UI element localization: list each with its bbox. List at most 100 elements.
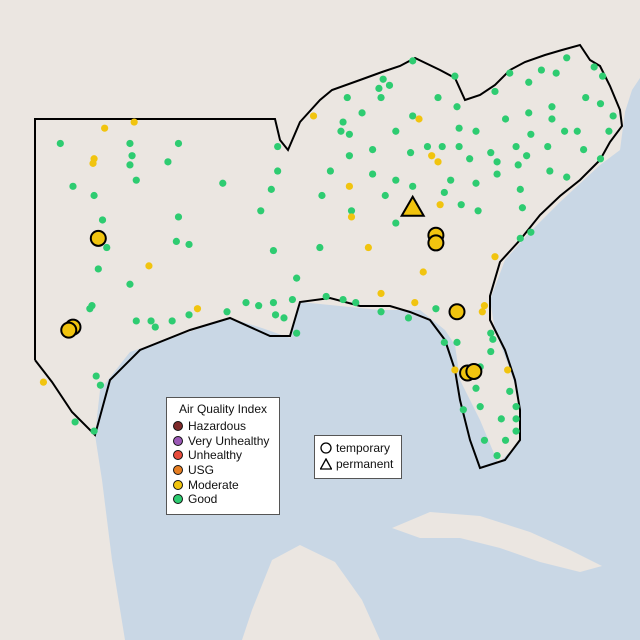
moderate-monitor-marker[interactable] bbox=[451, 366, 459, 374]
good-monitor-marker[interactable] bbox=[128, 152, 136, 160]
good-monitor-marker[interactable] bbox=[126, 280, 134, 288]
good-monitor-marker[interactable] bbox=[476, 403, 484, 411]
good-monitor-marker[interactable] bbox=[377, 93, 385, 102]
good-monitor-marker[interactable] bbox=[343, 93, 351, 102]
good-monitor-marker[interactable] bbox=[501, 115, 510, 123]
good-monitor-marker[interactable] bbox=[269, 246, 278, 255]
good-monitor-marker[interactable] bbox=[563, 173, 571, 181]
good-monitor-marker[interactable] bbox=[293, 274, 301, 282]
moderate-monitor-marker[interactable] bbox=[89, 159, 97, 167]
good-monitor-marker[interactable] bbox=[523, 152, 531, 160]
good-monitor-marker[interactable] bbox=[147, 317, 155, 325]
moderate-monitor-marker[interactable] bbox=[193, 305, 202, 313]
good-monitor-marker[interactable] bbox=[440, 338, 448, 346]
good-monitor-marker[interactable] bbox=[404, 314, 413, 322]
good-monitor-marker[interactable] bbox=[451, 72, 459, 80]
good-monitor-marker[interactable] bbox=[103, 243, 111, 252]
temporary-monitor-marker[interactable] bbox=[448, 303, 466, 321]
good-monitor-marker[interactable] bbox=[132, 176, 140, 184]
good-monitor-marker[interactable] bbox=[151, 323, 159, 331]
moderate-monitor-marker[interactable] bbox=[491, 253, 499, 261]
moderate-monitor-marker[interactable] bbox=[504, 366, 512, 374]
good-monitor-marker[interactable] bbox=[267, 185, 275, 193]
good-monitor-marker[interactable] bbox=[409, 182, 417, 190]
good-monitor-marker[interactable] bbox=[339, 118, 347, 126]
good-monitor-marker[interactable] bbox=[274, 167, 282, 175]
good-monitor-marker[interactable] bbox=[609, 112, 617, 120]
good-monitor-marker[interactable] bbox=[440, 188, 448, 197]
good-monitor-marker[interactable] bbox=[438, 142, 446, 151]
moderate-monitor-marker[interactable] bbox=[101, 124, 109, 132]
good-monitor-marker[interactable] bbox=[223, 308, 231, 316]
moderate-monitor-marker[interactable] bbox=[377, 289, 385, 298]
good-monitor-marker[interactable] bbox=[546, 167, 554, 175]
temporary-monitor-marker[interactable] bbox=[465, 362, 483, 380]
good-monitor-marker[interactable] bbox=[409, 57, 417, 65]
good-monitor-marker[interactable] bbox=[339, 295, 347, 304]
good-monitor-marker[interactable] bbox=[453, 103, 461, 111]
good-monitor-marker[interactable] bbox=[345, 152, 353, 160]
good-monitor-marker[interactable] bbox=[392, 127, 400, 135]
good-monitor-marker[interactable] bbox=[326, 167, 334, 175]
moderate-monitor-marker[interactable] bbox=[345, 182, 353, 190]
temporary-monitor-marker[interactable] bbox=[89, 229, 107, 247]
good-monitor-marker[interactable] bbox=[288, 295, 297, 304]
good-monitor-marker[interactable] bbox=[369, 146, 377, 154]
moderate-monitor-marker[interactable] bbox=[39, 378, 48, 386]
good-monitor-marker[interactable] bbox=[480, 436, 489, 444]
good-monitor-marker[interactable] bbox=[358, 109, 366, 117]
good-monitor-marker[interactable] bbox=[274, 142, 282, 151]
moderate-monitor-marker[interactable] bbox=[145, 262, 153, 270]
good-monitor-marker[interactable] bbox=[423, 142, 432, 151]
good-monitor-marker[interactable] bbox=[318, 191, 326, 200]
good-monitor-marker[interactable] bbox=[561, 127, 569, 135]
good-monitor-marker[interactable] bbox=[132, 317, 140, 325]
good-monitor-marker[interactable] bbox=[527, 228, 535, 236]
good-monitor-marker[interactable] bbox=[493, 170, 501, 178]
good-monitor-marker[interactable] bbox=[174, 139, 183, 148]
good-monitor-marker[interactable] bbox=[516, 185, 524, 193]
good-monitor-marker[interactable] bbox=[271, 311, 280, 319]
good-monitor-marker[interactable] bbox=[392, 176, 400, 184]
good-monitor-marker[interactable] bbox=[552, 69, 560, 77]
good-monitor-marker[interactable] bbox=[605, 127, 613, 135]
good-monitor-marker[interactable] bbox=[582, 93, 590, 102]
good-monitor-marker[interactable] bbox=[185, 240, 193, 249]
good-monitor-marker[interactable] bbox=[172, 237, 180, 245]
moderate-monitor-marker[interactable] bbox=[411, 299, 419, 307]
good-monitor-marker[interactable] bbox=[164, 158, 172, 166]
good-monitor-marker[interactable] bbox=[381, 191, 389, 200]
good-monitor-marker[interactable] bbox=[501, 436, 510, 444]
good-monitor-marker[interactable] bbox=[459, 406, 467, 414]
good-monitor-marker[interactable] bbox=[92, 372, 100, 380]
good-monitor-marker[interactable] bbox=[472, 384, 480, 392]
good-monitor-marker[interactable] bbox=[487, 329, 495, 337]
good-monitor-marker[interactable] bbox=[168, 317, 176, 325]
good-monitor-marker[interactable] bbox=[293, 329, 301, 337]
moderate-monitor-marker[interactable] bbox=[434, 158, 442, 166]
good-monitor-marker[interactable] bbox=[219, 179, 227, 187]
good-monitor-marker[interactable] bbox=[409, 112, 417, 120]
good-monitor-marker[interactable] bbox=[86, 305, 94, 313]
good-monitor-marker[interactable] bbox=[544, 142, 552, 151]
moderate-monitor-marker[interactable] bbox=[419, 268, 427, 276]
good-monitor-marker[interactable] bbox=[379, 75, 387, 83]
good-monitor-marker[interactable] bbox=[563, 54, 571, 62]
good-monitor-marker[interactable] bbox=[487, 347, 495, 356]
good-monitor-marker[interactable] bbox=[432, 305, 440, 313]
good-monitor-marker[interactable] bbox=[447, 176, 455, 184]
good-monitor-marker[interactable] bbox=[347, 207, 356, 215]
good-monitor-marker[interactable] bbox=[453, 338, 461, 346]
good-monitor-marker[interactable] bbox=[94, 265, 102, 273]
good-monitor-marker[interactable] bbox=[406, 149, 415, 157]
good-monitor-marker[interactable] bbox=[96, 381, 105, 389]
good-monitor-marker[interactable] bbox=[56, 139, 64, 148]
good-monitor-marker[interactable] bbox=[352, 299, 360, 307]
good-monitor-marker[interactable] bbox=[598, 72, 607, 80]
good-monitor-marker[interactable] bbox=[487, 149, 495, 157]
good-monitor-marker[interactable] bbox=[518, 204, 527, 212]
permanent-monitor-marker[interactable] bbox=[399, 194, 426, 217]
good-monitor-marker[interactable] bbox=[548, 115, 556, 123]
good-monitor-marker[interactable] bbox=[345, 130, 353, 138]
